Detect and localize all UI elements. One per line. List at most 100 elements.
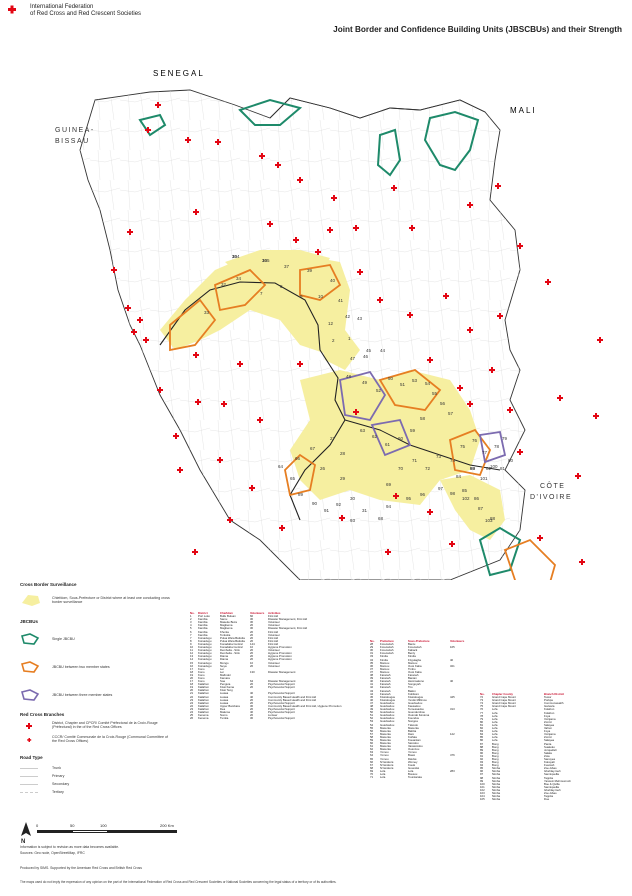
red-cross-branch-icon	[457, 385, 463, 391]
table-cell: Bong	[492, 751, 499, 755]
unit-label: 72	[425, 466, 431, 471]
table-cell: Malema	[220, 711, 230, 714]
table-cell: Bong	[492, 748, 499, 752]
red-cross-branch-icon	[215, 139, 221, 145]
table-row: 103 Nimba Zoe-Gbao	[480, 792, 600, 795]
table-cell: 144	[250, 642, 255, 646]
table-cell: Volunteers	[450, 640, 465, 643]
three-member-jbcbu-outlines	[338, 370, 507, 464]
table-cell: Gueckedou	[408, 701, 423, 705]
table-row: 41 Faranah Songoyah	[370, 683, 475, 686]
table-cell: Macenta	[380, 748, 391, 752]
unit-label: 92	[336, 502, 342, 507]
table-row: 11 Koinadugu Dembelia - Sink 20 Volunteer	[190, 649, 360, 652]
table-row: 79 Lofa Voinjama	[480, 718, 600, 721]
unit-label: 56	[440, 401, 446, 406]
label-cote-2: D'IVOIRE	[530, 494, 572, 501]
red-cross-branch-icon	[155, 102, 161, 108]
red-cross-branch-icon	[331, 195, 337, 201]
red-cross-branch-icon	[315, 249, 321, 255]
legend-jbcbu-title: JBCBUs	[20, 619, 39, 624]
table-row: 43 Faranah Bailon	[370, 690, 475, 693]
table-cell: 23	[190, 698, 194, 702]
table-cell: Faranah	[408, 674, 419, 678]
table-row: 28 Forecariah Bantu	[370, 643, 475, 646]
unit-label: 62	[372, 434, 378, 439]
table-row: 17 Kono Lei	[190, 668, 360, 671]
table-cell: Kailahun	[198, 704, 209, 708]
table-cell: Nomo	[220, 714, 228, 718]
table-cell: Soa	[220, 680, 225, 684]
table-row: 48 Guéckédou Kassadou	[370, 705, 475, 708]
table-row: 19 Kailahun Kissi Kama 20 Psychosocial Suppo…	[190, 686, 360, 689]
table-cell: Suakoko	[544, 745, 555, 749]
table-cell: 30	[250, 621, 254, 625]
table-cell: Macenta	[380, 735, 391, 739]
scale-200: 200 Km	[160, 823, 174, 828]
unit-label: 91	[324, 508, 330, 513]
table-cell: 8	[190, 639, 192, 643]
table-cell: Mafindor	[220, 673, 231, 677]
unit-label: 89	[298, 492, 304, 497]
red-cross-branch-icon	[495, 183, 501, 189]
table-cell: 283	[450, 769, 455, 773]
table-cell: Konadaba Central	[220, 646, 243, 650]
table-cell: Gbehlay-Geh	[544, 788, 561, 792]
table-cell: 99	[480, 779, 484, 783]
table-row: 3 Kambia Masetie Buza 30 Volunteer	[190, 621, 360, 624]
table-row: 44 Faranah Kobikoro	[370, 693, 475, 696]
table-cell: Dea	[220, 707, 226, 711]
table-cell: Khonta	[220, 630, 229, 634]
table-cell: Nimba	[492, 792, 501, 795]
table-cell: 54	[370, 723, 374, 727]
table-cell: Koinadugu	[198, 658, 212, 662]
table-cell: Macenta	[380, 726, 391, 730]
table-cell: 82	[480, 727, 484, 731]
table-cell: No.	[480, 693, 485, 696]
table-cell: Zoe-Gbao	[544, 767, 557, 771]
table-cell: Kindia	[408, 655, 416, 659]
table-cell: Forecariah	[380, 646, 394, 650]
red-cross-branch-icon	[497, 313, 503, 319]
table-cell: Hygiene Promotion	[268, 652, 292, 656]
red-cross-branch-icon	[221, 401, 227, 407]
table-cell: 87	[480, 742, 484, 746]
unit-label: 74	[450, 458, 456, 463]
table-cell: Diécké	[408, 757, 417, 761]
table-row: 102 Nimba Gbehlay-Geh	[480, 789, 600, 792]
table-cell: First Aid	[268, 615, 279, 619]
table-cell: 40	[450, 658, 454, 662]
table-cell: 51	[370, 714, 374, 718]
orange-outline-swatch-icon	[21, 661, 40, 673]
table-cell: 90	[480, 751, 484, 755]
table-row: 1 Port Loko Bullu Buloan 60 First Aid	[190, 615, 360, 618]
red-cross-branch-icon	[393, 493, 399, 499]
table-cell: 81	[480, 723, 484, 727]
unit-label: 42	[345, 314, 351, 319]
unit-label: 43	[357, 316, 363, 321]
table-cell: 100	[480, 782, 485, 786]
unit-label: 58	[420, 416, 426, 421]
table-cell: Grand Cape Mount	[492, 699, 516, 703]
unit-label: 54	[425, 381, 431, 386]
table-cell: Psychosocial Support	[268, 711, 295, 714]
table-cell: 38	[370, 674, 374, 678]
table-cell: 76	[480, 708, 484, 712]
label-mali: MALI	[510, 106, 537, 115]
table-row: 66 N'zérékoré Womey	[370, 761, 475, 764]
table-cell: Salayea	[544, 739, 555, 743]
table-cell: 22	[190, 695, 194, 699]
table-cell: Lunteer	[268, 714, 278, 718]
unit-label: 48	[346, 374, 352, 379]
yellow-area-swatch-icon	[22, 595, 40, 606]
table-cell: Tappita	[544, 795, 554, 799]
table-row: 64 Yomou Bowé 476	[370, 754, 475, 757]
table-row: 49 Guéckédou Temessadou 313	[370, 708, 475, 711]
red-cross-branch-icon	[353, 225, 359, 231]
table-cell: 122	[450, 732, 455, 736]
table-cell: 56	[370, 729, 374, 733]
table-cell: 64	[370, 754, 374, 758]
table-row: 69 Lola Lola 283	[370, 770, 475, 773]
red-cross-branch-icon	[259, 153, 265, 159]
